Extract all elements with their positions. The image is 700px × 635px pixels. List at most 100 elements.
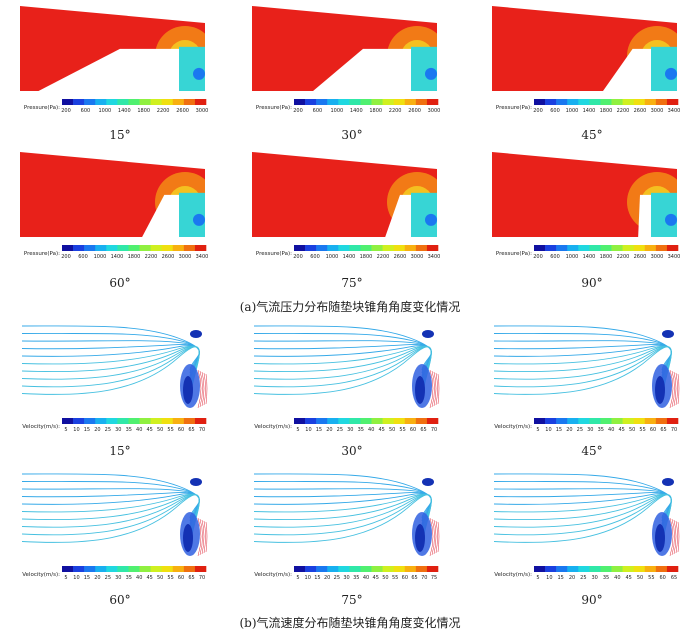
pressure-scale-tick: 2200	[617, 108, 630, 114]
pressure-scale-tick: 3000	[428, 108, 441, 114]
velocity-streamlines-15: Velocity(m/s): 5 10 15 20 25 30 35 40 45 50 55 60 65 7…	[21, 325, 208, 433]
pressure-scale-tick: 200	[533, 254, 543, 260]
velocity-scale-tick: 55	[399, 427, 405, 433]
velocity-scale-tick: 50	[157, 575, 163, 581]
pressure-scale-swatch	[305, 99, 317, 105]
velocity-scale-swatch	[633, 418, 646, 424]
pressure-scale-swatch	[117, 245, 129, 251]
velocity-panel-30: Velocity(m/s): 5 10 15 20 25 30 35 40 45 50 55 60 65 7…	[252, 318, 452, 438]
pressure-scale-swatch	[183, 245, 196, 251]
pressure-scale-tick: 2600	[634, 254, 647, 260]
velocity-scale-tick: 35	[603, 575, 609, 581]
velocity-scale-swatch	[578, 566, 590, 572]
pressure-scale-swatch	[655, 245, 668, 251]
pressure-scale-tick: 3000	[411, 254, 424, 260]
pressure-scale-tick: 2200	[389, 108, 402, 114]
velocity-scale-swatch	[600, 566, 612, 572]
velocity-scale-tick: 20	[94, 575, 100, 581]
velocity-scale-tick: 40	[136, 427, 142, 433]
velocity-scale-swatch	[644, 418, 657, 424]
velocity-scale-swatch	[172, 418, 185, 424]
velocity-scale-swatch	[95, 566, 107, 572]
recirculation-line	[197, 517, 202, 557]
pressure-scale-swatch	[556, 99, 568, 105]
pressure-scale-tick: 600	[310, 254, 320, 260]
pressure-scale-swatch	[589, 99, 601, 105]
pressure-scale-tick: 1000	[326, 254, 339, 260]
velocity-streamlines-60: Velocity(m/s): 5 10 15 20 25 30 35 40 45 50 55 60 65 7…	[21, 473, 208, 581]
velocity-scale-swatch	[338, 418, 350, 424]
pressure-scale-tick: 600	[550, 108, 560, 114]
velocity-scale-swatch	[534, 566, 546, 572]
recirculation-line	[197, 369, 202, 409]
pressure-contour-90: Pressure(Pa): 200 600 1000 1400 1800 2200 2600 3…	[492, 152, 681, 260]
pressure-panel-75: Pressure(Pa): 200 600 1000 1400 1800 2200 2600 3…	[252, 152, 452, 272]
velocity-scale-tick: 35	[598, 427, 604, 433]
outlet-core	[655, 376, 665, 404]
pressure-scale-swatch	[534, 245, 546, 251]
velocity-angle-60: 60°	[109, 593, 131, 607]
pressure-scale-swatch	[644, 99, 657, 105]
outlet-core	[183, 524, 193, 552]
velocity-scale-tick: 60	[650, 427, 656, 433]
velocity-streamlines-45: Velocity(m/s): 5 10 15 20 25 30 35 40 45 50 55 60 65 7…	[493, 325, 680, 433]
pressure-scale-tick: 3400	[668, 254, 681, 260]
pressure-scale-swatch	[183, 99, 196, 105]
pressure-scale-swatch	[567, 99, 579, 105]
streamline-field	[253, 473, 440, 557]
velocity-scale-swatch	[611, 566, 623, 572]
velocity-scale-tick: 70	[671, 427, 677, 433]
recirculation-line	[429, 517, 434, 557]
velocity-scale-swatch	[589, 566, 601, 572]
velocity-scale-tick: 55	[167, 575, 173, 581]
velocity-scale-swatch	[62, 566, 74, 572]
pressure-scale-swatch	[393, 245, 406, 251]
pressure-scale-swatch	[622, 99, 634, 105]
pressure-panel-60: Pressure(Pa): 200 600 1000 1400 1800 2200 2600 3…	[20, 152, 220, 272]
pressure-angle-30: 30°	[341, 128, 363, 142]
pressure-scale-swatch	[294, 99, 306, 105]
velocity-scale-swatch	[534, 418, 546, 424]
velocity-scale-tick: 10	[545, 427, 551, 433]
velocity-scale-swatch	[404, 566, 417, 572]
pressure-scale-tick: 2200	[157, 108, 170, 114]
velocity-scale-tick: 35	[126, 575, 132, 581]
pressure-scale-swatch	[338, 245, 350, 251]
velocity-scale-tick: 15	[84, 575, 90, 581]
velocity-scale-swatch	[666, 418, 679, 424]
velocity-scale-tick: 65	[188, 575, 194, 581]
velocity-angle-15: 15°	[109, 444, 131, 458]
pressure-scale-tick: 1800	[600, 254, 613, 260]
streamline	[493, 325, 672, 371]
pressure-scale-swatch	[360, 245, 372, 251]
recirculation-line	[673, 519, 677, 555]
velocity-scale-swatch	[382, 418, 394, 424]
velocity-scale-swatch	[578, 418, 590, 424]
velocity-scale-swatch	[84, 566, 96, 572]
velocity-scale-tick: 20	[94, 427, 100, 433]
low-pressure-core	[665, 213, 677, 226]
recirculation-line	[437, 373, 440, 405]
recirculation-line	[205, 521, 208, 553]
pressure-scale-swatch	[327, 245, 339, 251]
recirculation-line	[671, 518, 675, 556]
pressure-scale-swatch	[161, 99, 174, 105]
pressure-scale-tick: 1400	[583, 254, 596, 260]
velocity-scale-swatch	[622, 418, 634, 424]
velocity-scale-tick: 35	[353, 575, 359, 581]
recirculation-line	[201, 371, 205, 407]
pressure-scale-tick: 2600	[176, 108, 189, 114]
pressure-scale-swatch	[382, 99, 394, 105]
velocity-scale-tick: 25	[334, 575, 340, 581]
pressure-scale-swatch	[150, 245, 162, 251]
pressure-scale-tick: 200	[61, 254, 71, 260]
velocity-scale-swatch	[161, 418, 174, 424]
cone-block	[638, 194, 651, 237]
pressure-scale-tick: 1000	[98, 108, 111, 114]
pressure-caption: (a)气流压力分布随垫块锥角角度变化情况	[239, 300, 461, 314]
velocity-scale-swatch	[183, 566, 196, 572]
velocity-scale-tick: 15	[84, 427, 90, 433]
pressure-panel-30: Pressure(Pa): 200 600 1000 1400 1800 2200 2600 3…	[252, 6, 452, 126]
pressure-scale-swatch	[316, 245, 328, 251]
velocity-scale-tick: 65	[420, 427, 426, 433]
